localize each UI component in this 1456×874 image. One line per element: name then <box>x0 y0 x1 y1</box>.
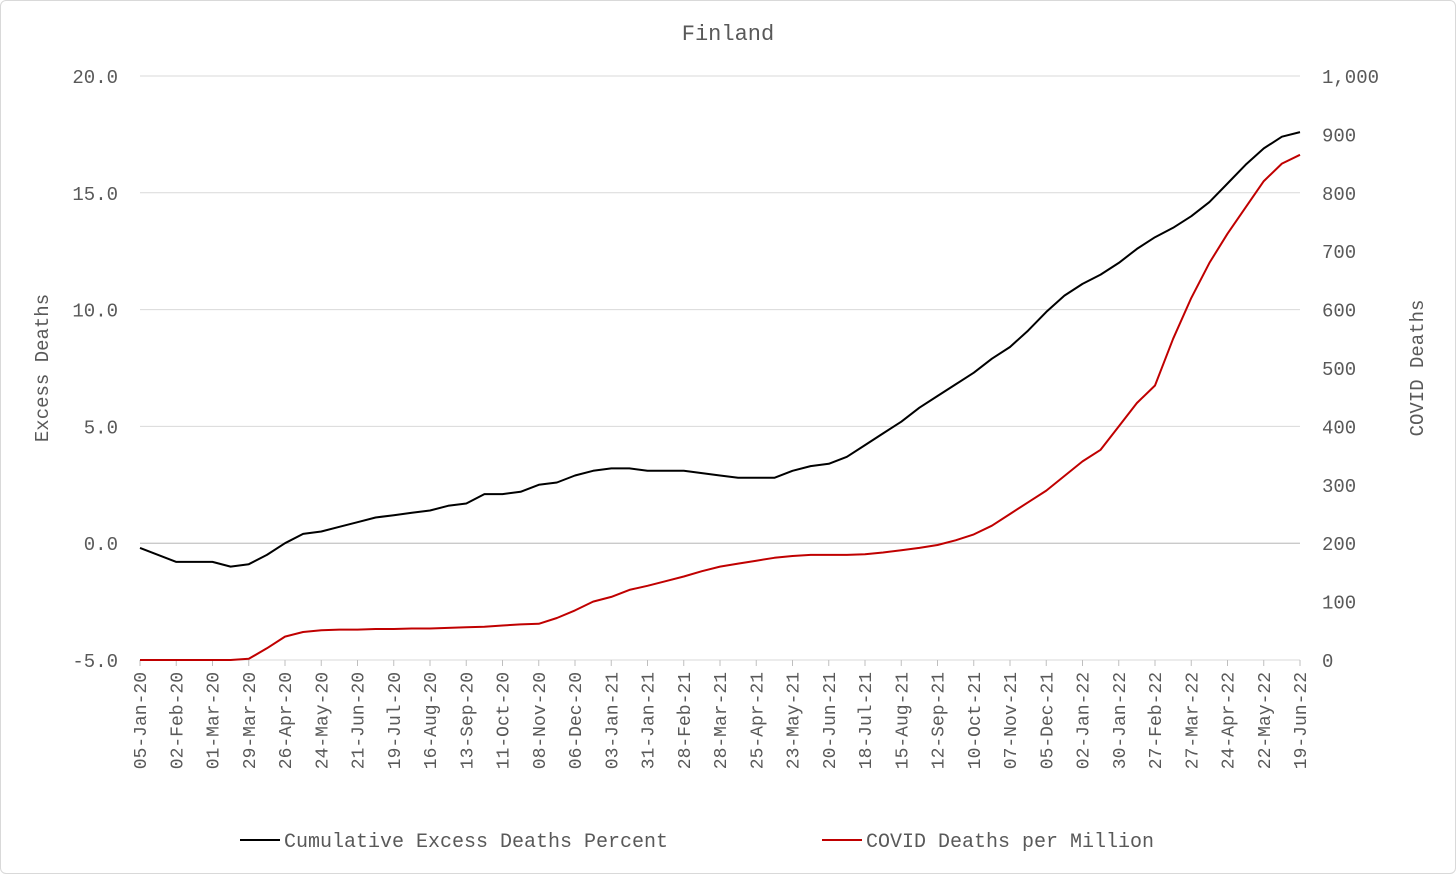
x-tick-label: 18-Jul-21 <box>857 672 877 769</box>
x-tick-label: 08-Nov-20 <box>531 672 551 769</box>
left-axis-title: Excess Deaths <box>32 294 54 442</box>
x-tick-label: 20-Jun-21 <box>821 672 841 769</box>
left-tick-label: 15.0 <box>72 184 118 206</box>
x-tick-label: 24-May-20 <box>313 672 333 769</box>
right-tick-label: 300 <box>1322 476 1356 498</box>
right-tick-label: 1,000 <box>1322 67 1379 89</box>
right-tick-label: 600 <box>1322 301 1356 323</box>
x-tick-label: 28-Feb-21 <box>676 672 696 769</box>
left-tick-label: 5.0 <box>84 417 118 439</box>
x-tick-label: 12-Sep-21 <box>930 672 950 769</box>
legend-label-excess: Cumulative Excess Deaths Percent <box>284 831 668 854</box>
right-tick-label: 700 <box>1322 242 1356 264</box>
x-tick-label: 05-Dec-21 <box>1038 672 1058 769</box>
right-tick-label: 200 <box>1322 534 1356 556</box>
x-tick-label: 27-Mar-22 <box>1183 672 1203 769</box>
x-tick-label: 15-Aug-21 <box>893 672 913 769</box>
series-line-excess-deaths <box>139 131 1301 568</box>
right-axis-title: COVID Deaths <box>1407 300 1429 437</box>
left-tick-label: 0.0 <box>84 534 118 556</box>
x-tick-label: 30-Jan-22 <box>1111 672 1131 769</box>
right-tick-label: 800 <box>1322 184 1356 206</box>
x-tick-label: 03-Jan-21 <box>603 672 623 769</box>
left-tick-label: 20.0 <box>72 67 118 89</box>
x-tick-label: 02-Jan-22 <box>1075 672 1095 769</box>
x-tick-label: 21-Jun-20 <box>350 672 370 769</box>
x-tick-label: 19-Jun-22 <box>1292 672 1312 769</box>
x-tick-label: 10-Oct-21 <box>966 672 986 769</box>
x-tick-label: 01-Mar-20 <box>205 672 225 769</box>
legend: Cumulative Excess Deaths Percent COVID D… <box>240 831 1154 854</box>
x-tick-label: 26-Apr-20 <box>277 672 297 769</box>
x-axis: 05-Jan-20 02-Feb-20 01-Mar-20 29-Mar-20 26-A… <box>132 660 1312 769</box>
left-tick-label: 10.0 <box>72 301 118 323</box>
x-tick-label: 22-May-22 <box>1256 672 1276 769</box>
x-tick-label: 28-Mar-21 <box>712 672 732 769</box>
x-tick-label: 29-Mar-20 <box>241 672 261 769</box>
series-line-covid-deaths <box>140 153 1301 661</box>
gridlines <box>140 75 1300 661</box>
left-axis-ticks: -5.0 0.0 5.0 10.0 15.0 20.0 <box>72 67 118 673</box>
right-tick-label: 900 <box>1322 125 1356 147</box>
x-tick-label: 31-Jan-21 <box>640 672 660 769</box>
x-tick-label: 16-Aug-20 <box>422 672 442 769</box>
x-tick-label: 07-Nov-21 <box>1002 672 1022 769</box>
x-tick-label: 13-Sep-20 <box>458 672 478 769</box>
legend-label-covid: COVID Deaths per Million <box>866 831 1154 854</box>
x-tick-label: 27-Feb-22 <box>1147 672 1167 769</box>
x-tick-label: 11-Oct-20 <box>495 672 515 769</box>
x-tick-label: 24-Apr-22 <box>1220 672 1240 769</box>
x-tick-label: 05-Jan-20 <box>132 672 152 769</box>
x-tick-label: 19-Jul-20 <box>386 672 406 769</box>
x-tick-label: 25-Apr-21 <box>748 672 768 769</box>
right-axis-ticks: 0 100 200 300 400 500 600 700 800 900 1,000 <box>1322 67 1379 673</box>
right-tick-label: 400 <box>1322 417 1356 439</box>
right-tick-label: 0 <box>1322 651 1333 673</box>
right-tick-label: 100 <box>1322 593 1356 615</box>
x-tick-label: 06-Dec-20 <box>567 672 587 769</box>
x-tick-label: 23-May-21 <box>785 672 805 769</box>
right-tick-label: 500 <box>1322 359 1356 381</box>
x-tick-label: 02-Feb-20 <box>168 672 188 769</box>
series-lines <box>139 131 1301 661</box>
left-tick-label: -5.0 <box>72 651 118 673</box>
chart-title: Finland <box>682 22 774 47</box>
